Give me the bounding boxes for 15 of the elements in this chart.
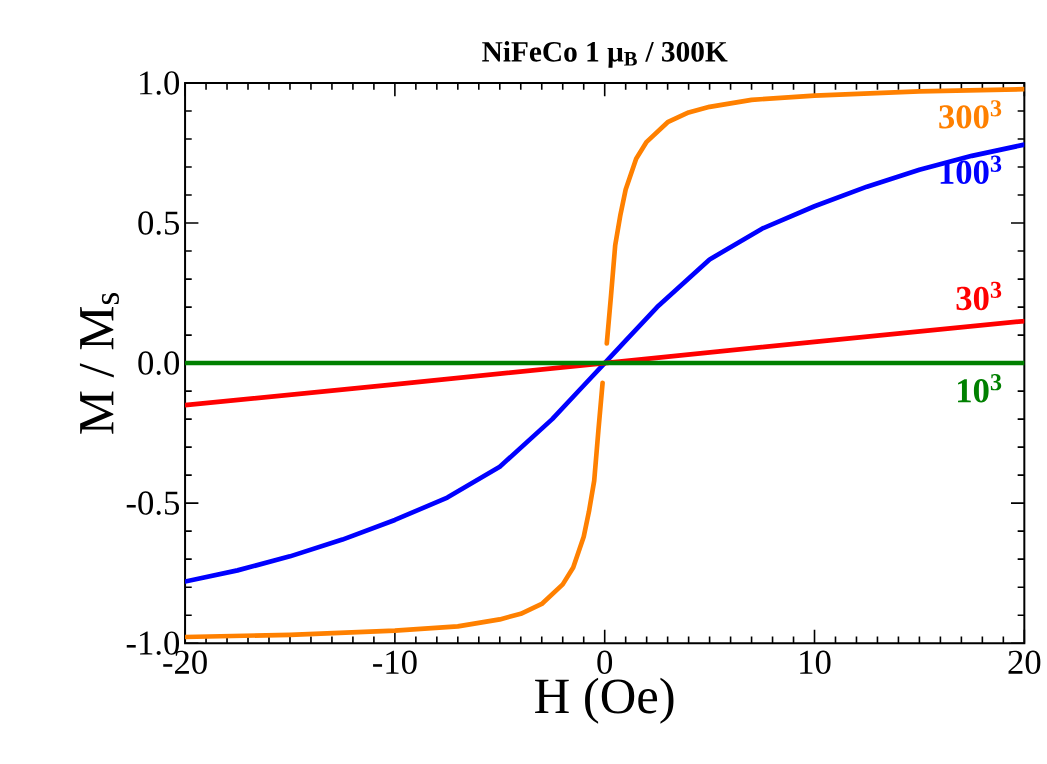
x-axis-title: H (Oe) (535, 677, 674, 724)
series-label: 300$^{3}$ (939, 100, 1002, 129)
y-axis-title: M / M$_{s}$ (79, 292, 119, 434)
chart-title: NiFeCo 1 μ$_{B}$ / 300K (482, 40, 728, 68)
y-tick-label: 0.0 (138, 351, 180, 375)
x-tick-label: 20 (1008, 650, 1041, 674)
series-label: 10$^{3}$ (958, 373, 1002, 403)
x-tick-label: 0 (597, 650, 613, 674)
series-label: 30$^{3}$ (956, 281, 1002, 311)
x-tick-label: 10 (800, 650, 831, 674)
y-tick-label: 0.5 (138, 211, 179, 235)
x-tick-label: -10 (373, 650, 417, 674)
y-tick-label: 1.0 (140, 71, 180, 95)
series-label: 100$^{3}$ (940, 155, 1002, 184)
y-tick-label: -0.5 (126, 491, 179, 515)
